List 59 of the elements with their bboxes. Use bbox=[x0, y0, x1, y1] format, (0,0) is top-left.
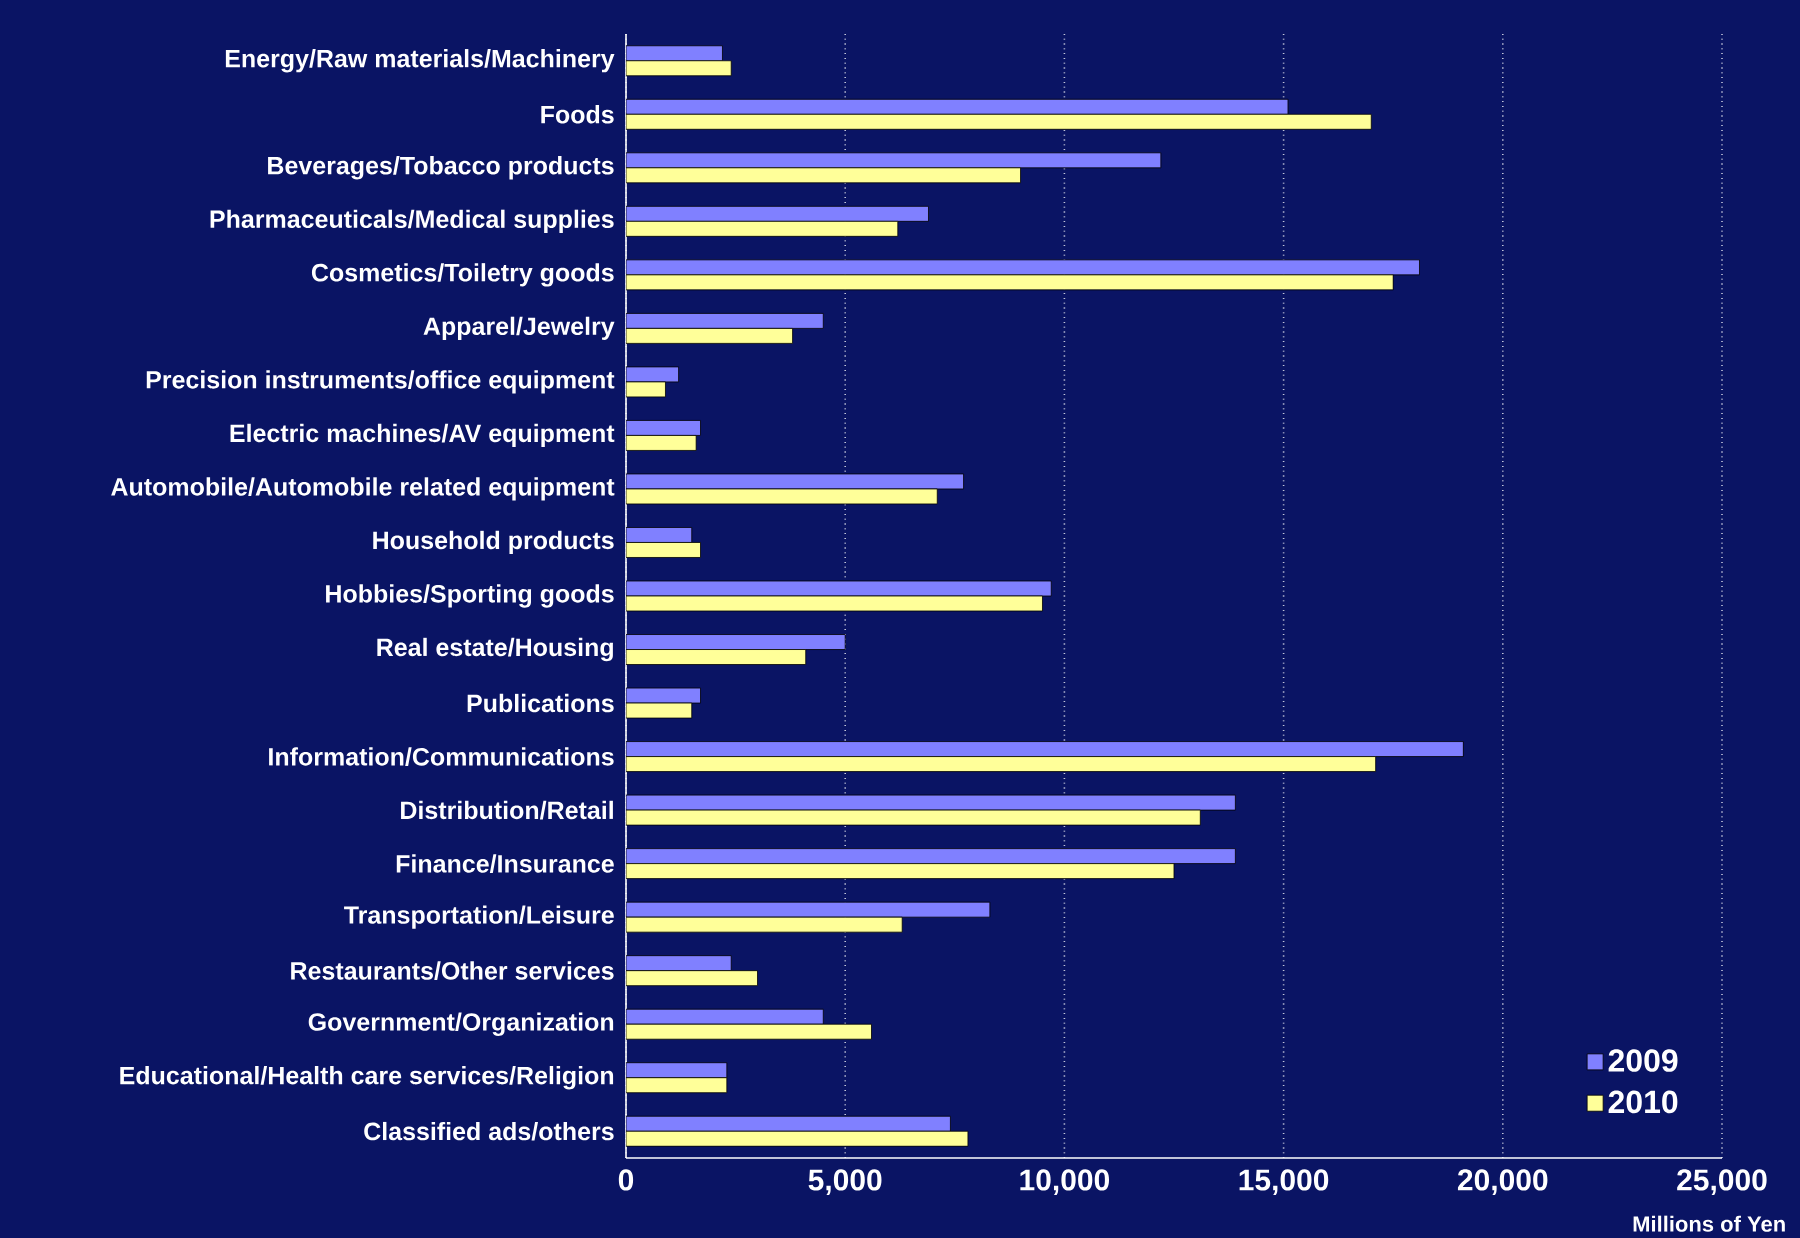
bar bbox=[626, 205, 929, 222]
bar bbox=[626, 1008, 824, 1025]
bar bbox=[626, 648, 807, 665]
y-tick-label: Publications bbox=[467, 693, 614, 713]
y-tick-label: Information/Communications bbox=[269, 747, 614, 766]
y-tick-label: Household products bbox=[373, 530, 614, 554]
y-tick-label: Pharmaceuticals/Medical supplies bbox=[210, 209, 614, 233]
bar bbox=[626, 863, 1175, 879]
legend-label: 2010 bbox=[1608, 1090, 1678, 1113]
y-tick-label: Foods bbox=[541, 104, 614, 124]
y-tick-label: Real estate/Housing bbox=[377, 637, 613, 662]
y-tick-label: Precision instruments/office equipment bbox=[146, 370, 615, 394]
bar bbox=[626, 955, 732, 971]
bar bbox=[626, 848, 1236, 864]
y-tick-label: Apparel/Jewelry bbox=[423, 316, 615, 340]
bar bbox=[626, 167, 1021, 183]
bar bbox=[626, 526, 693, 543]
y-tick-label: Classified ads/others bbox=[364, 1121, 614, 1141]
x-axis-title: Millions of Yen bbox=[1633, 1215, 1785, 1232]
x-tick-label: 0 bbox=[618, 1169, 634, 1191]
bar bbox=[626, 1115, 951, 1132]
bar bbox=[626, 1130, 969, 1147]
x-tick-label: 20,000 bbox=[1457, 1169, 1548, 1195]
bar bbox=[626, 113, 1372, 130]
bar bbox=[626, 541, 701, 558]
bar bbox=[626, 1023, 872, 1040]
x-tick-label: 25,000 bbox=[1677, 1169, 1767, 1195]
bar bbox=[626, 434, 697, 451]
y-tick-label: Beverages/Tobacco products bbox=[268, 155, 614, 180]
bar bbox=[626, 970, 758, 986]
bar bbox=[626, 312, 824, 329]
bar bbox=[626, 633, 846, 650]
x-tick-label: 10,000 bbox=[1020, 1169, 1110, 1195]
y-tick-label: Finance/Insurance bbox=[396, 854, 614, 873]
y-tick-label: Educational/Health care services/Religion bbox=[120, 1065, 614, 1090]
bar bbox=[626, 152, 1162, 168]
legend-label: 2009 bbox=[1608, 1048, 1678, 1072]
y-tick-label: Transportation/Leisure bbox=[344, 905, 614, 929]
bar bbox=[626, 45, 723, 61]
y-tick-label: Hobbies/Sporting goods bbox=[326, 584, 614, 608]
y-tick-label: Electric machines/AV equipment bbox=[230, 423, 615, 447]
y-tick-label: Cosmetics/Toiletry goods bbox=[311, 262, 614, 287]
bar bbox=[626, 1062, 728, 1078]
bar bbox=[626, 755, 1377, 772]
bar bbox=[626, 98, 1289, 115]
y-tick-label: Government/Organization bbox=[308, 1012, 614, 1036]
x-tick-label: 15,000 bbox=[1239, 1169, 1329, 1195]
bar bbox=[626, 901, 991, 918]
y-tick-label: Restaurants/Other services bbox=[291, 961, 614, 980]
bar bbox=[626, 327, 793, 344]
y-tick-label: Distribution/Retail bbox=[401, 800, 613, 820]
y-tick-label: Energy/Raw materials/Machinery bbox=[225, 48, 615, 73]
bar bbox=[626, 740, 1464, 757]
y-tick-label: Automobile/Automobile related equipment bbox=[111, 477, 615, 501]
bar bbox=[626, 419, 701, 436]
bar bbox=[626, 220, 899, 237]
bar bbox=[626, 1077, 728, 1093]
bar bbox=[626, 60, 732, 76]
x-tick-label: 5,000 bbox=[808, 1169, 882, 1195]
